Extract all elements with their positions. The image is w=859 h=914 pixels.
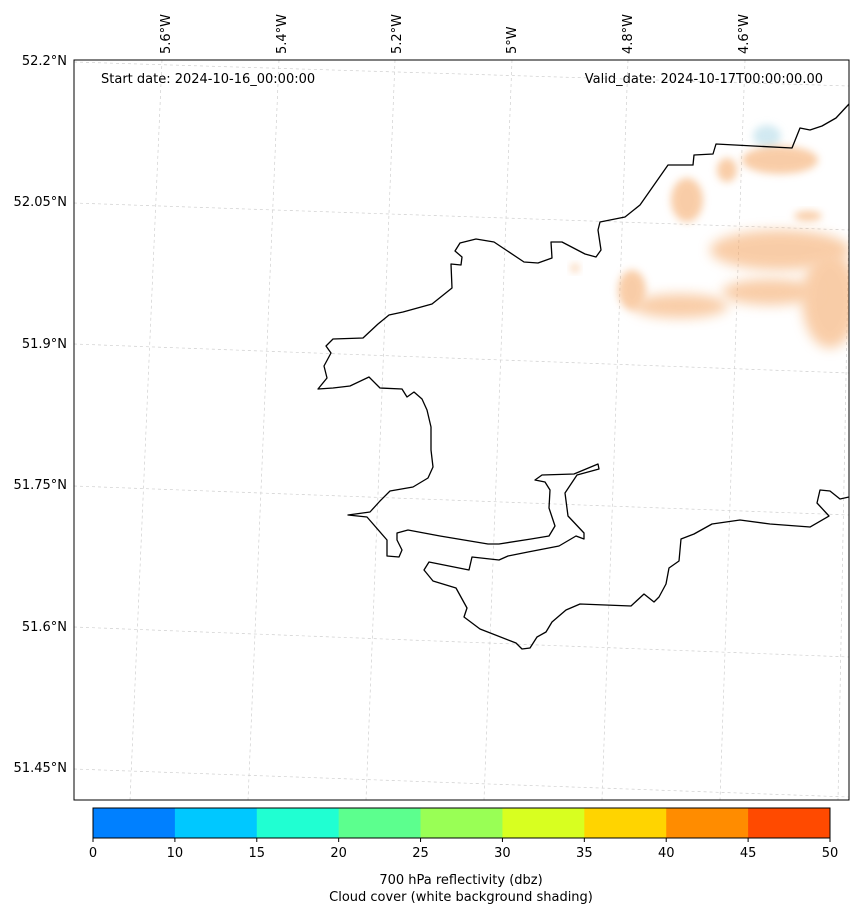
valid-date-label: Valid_date: 2024-10-17T00:00:00.00 [585, 72, 823, 87]
lat-label-51.6N: 51.6°N [22, 620, 67, 635]
reflectivity-shading [571, 146, 849, 348]
colorbar-tick-label: 40 [658, 846, 675, 861]
colorbar-segment [338, 808, 422, 838]
colorbar-segments [93, 808, 831, 838]
colorbar-segment [420, 808, 503, 838]
lon-label-5.2W: 5.2°W [390, 14, 405, 54]
lon-label-4.6W: 4.6°W [737, 14, 752, 54]
colorbar-tick-label: 30 [494, 846, 511, 861]
latitude-labels: 52.2°N 52.05°N 51.9°N 51.75°N 51.6°N 51.… [14, 54, 67, 776]
colorbar-tick-label: 0 [89, 846, 97, 861]
colorbar: 0 10 15 20 25 30 35 40 45 50 700 hPa reflectivity… [89, 807, 838, 905]
start-date-label: Start date: 2024-10-16_00:00:00 [101, 72, 315, 87]
colorbar-label-line2: Cloud cover (white background shading) [329, 890, 593, 905]
colorbar-segment [256, 808, 340, 838]
coastline [317, 103, 849, 650]
lon-label-5.6W: 5.6°W [159, 14, 174, 54]
colorbar-segment [93, 808, 176, 838]
colorbar-tick-label: 10 [167, 846, 184, 861]
colorbar-tick-label: 25 [412, 846, 429, 861]
lon-label-5W: 5°W [505, 26, 520, 54]
colorbar-segment [174, 808, 258, 838]
lat-label-52.05N: 52.05°N [14, 195, 67, 210]
lat-label-52.2N: 52.2°N [22, 54, 67, 69]
cloud-cover-patch [753, 125, 781, 147]
lat-label-51.75N: 51.75°N [14, 478, 67, 493]
colorbar-segment [502, 808, 585, 838]
map-border [73, 59, 850, 801]
lat-label-51.45N: 51.45°N [14, 761, 67, 776]
colorbar-tick-label: 20 [330, 846, 347, 861]
lon-label-4.8W: 4.8°W [621, 14, 636, 54]
colorbar-ticks: 0 10 15 20 25 30 35 40 45 50 [89, 838, 838, 861]
colorbar-label-line1: 700 hPa reflectivity (dbz) [379, 873, 542, 888]
colorbar-segment [584, 808, 667, 838]
colorbar-tick-label: 35 [576, 846, 593, 861]
colorbar-segment [666, 808, 749, 838]
colorbar-tick-label: 50 [822, 846, 839, 861]
colorbar-tick-label: 15 [249, 846, 266, 861]
map-area [74, 60, 849, 800]
lat-label-51.9N: 51.9°N [22, 337, 67, 352]
lon-label-5.4W: 5.4°W [275, 14, 290, 54]
longitude-labels: 5.6°W 5.4°W 5.2°W 5°W 4.8°W 4.6°W [159, 14, 752, 54]
colorbar-border [92, 807, 831, 839]
colorbar-segment [748, 808, 831, 838]
colorbar-tick-label: 45 [740, 846, 757, 861]
